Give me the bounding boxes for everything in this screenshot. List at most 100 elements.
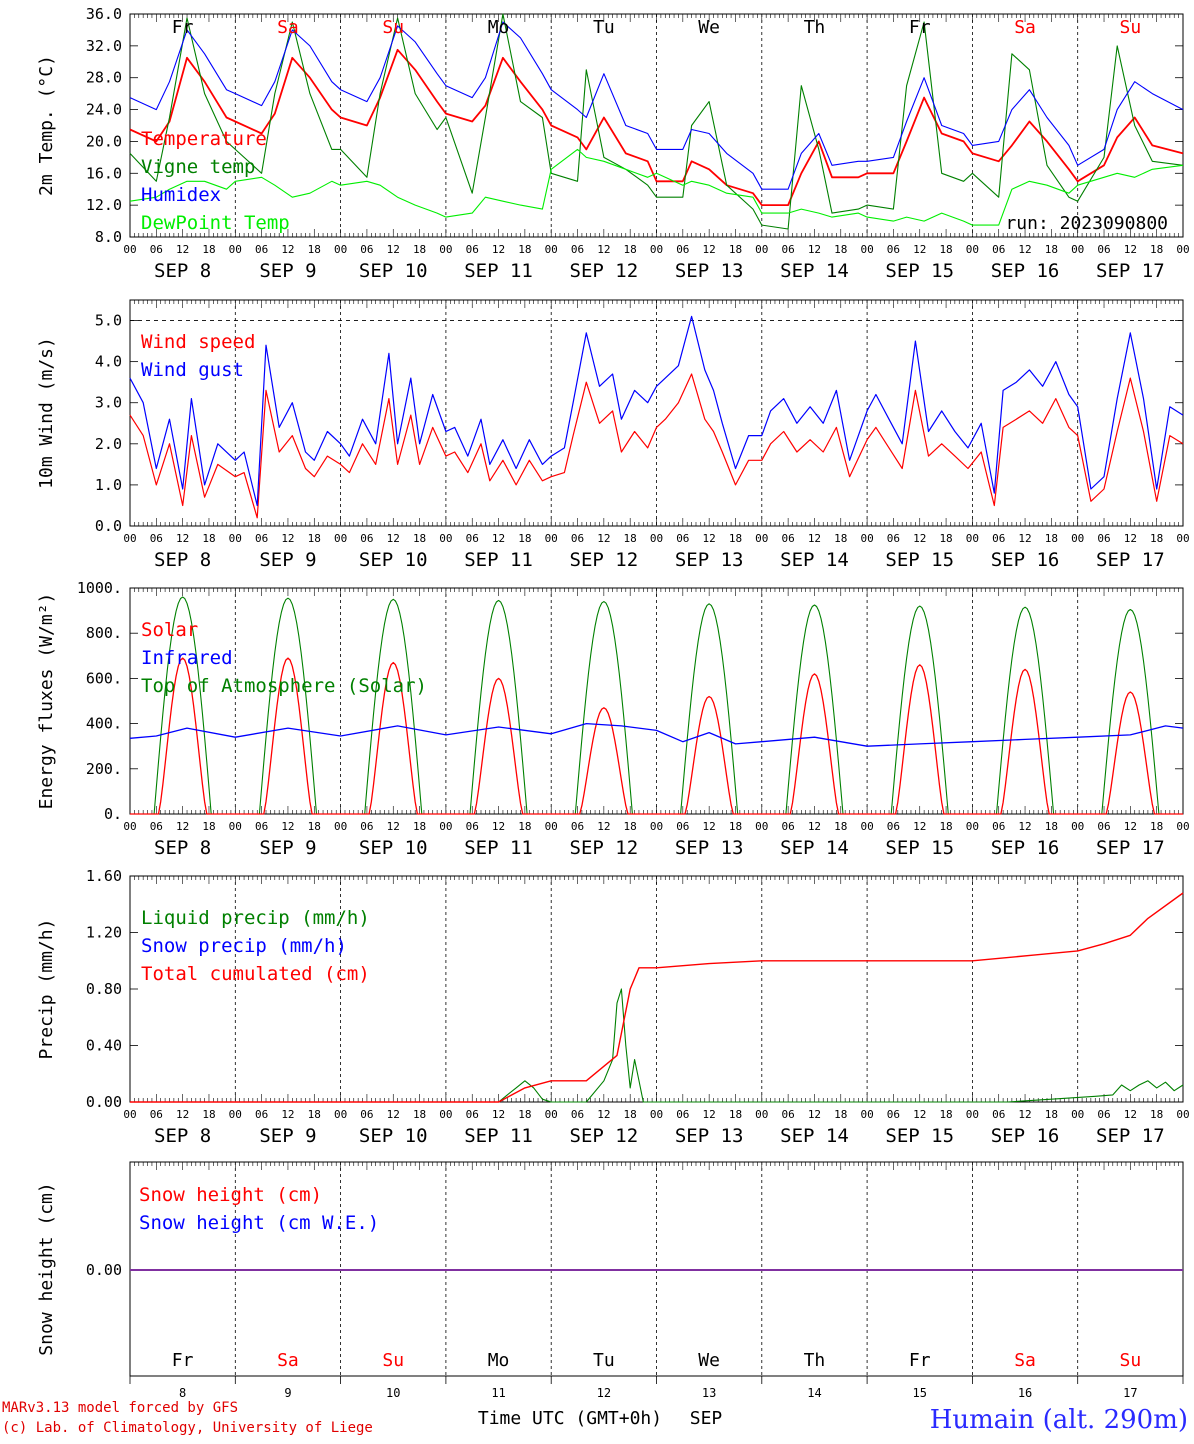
hour-tick-label: 12	[597, 243, 610, 256]
hour-tick-label: 12	[808, 532, 821, 545]
y-tick-label: 1.0	[95, 476, 122, 494]
hour-tick-label: 06	[360, 1108, 373, 1121]
hour-tick-label: 06	[676, 532, 689, 545]
hour-tick-label: 18	[308, 820, 321, 833]
day-number-label: 10	[386, 1386, 400, 1400]
legend-label: Vigne temp	[141, 156, 255, 178]
y-tick-label: 12.0	[86, 196, 122, 214]
hour-tick-label: 12	[492, 820, 505, 833]
hour-tick-label: 18	[1150, 243, 1163, 256]
hour-tick-label: 00	[860, 243, 873, 256]
day-of-week-label: We	[698, 1350, 720, 1371]
hour-tick-label: 06	[887, 243, 900, 256]
day-number-label: 14	[807, 1386, 821, 1400]
date-label: SEP 10	[359, 549, 428, 571]
series-line-wind-speed	[129, 373, 1184, 519]
y-tick-label: 600.	[86, 669, 122, 687]
hour-tick-label: 06	[255, 820, 268, 833]
hour-tick-label: 00	[439, 243, 452, 256]
date-label: SEP 8	[154, 1125, 211, 1147]
hour-tick-label: 00	[334, 1108, 347, 1121]
y-tick-label: 1.20	[86, 924, 122, 942]
hour-tick-label: 12	[387, 1108, 400, 1121]
date-label: SEP 8	[154, 260, 211, 282]
hour-tick-label: 00	[123, 820, 136, 833]
hour-tick-label: 18	[939, 1108, 952, 1121]
legend-label: Liquid precip (mm/h)	[141, 907, 370, 929]
y-tick-label: 400.	[86, 715, 122, 733]
legend-label: Wind speed	[141, 331, 255, 353]
x-axis-month: SEP	[690, 1408, 723, 1429]
y-axis-title: Precip (mm/h)	[36, 919, 57, 1060]
hour-tick-label: 12	[176, 532, 189, 545]
hour-tick-label: 06	[1097, 532, 1110, 545]
hour-tick-label: 00	[334, 243, 347, 256]
hour-tick-label: 00	[650, 820, 663, 833]
date-label: SEP 13	[675, 837, 744, 859]
hour-tick-label: 12	[387, 243, 400, 256]
hour-tick-label: 00	[1071, 532, 1084, 545]
hour-tick-label: 06	[150, 532, 163, 545]
day-number-label: 8	[179, 1386, 186, 1400]
hour-tick-label: 00	[123, 532, 136, 545]
hour-tick-label: 06	[466, 1108, 479, 1121]
date-label: SEP 15	[885, 260, 954, 282]
hour-tick-label: 18	[518, 243, 531, 256]
series-line-solar	[130, 657, 1183, 815]
hour-tick-label: 12	[281, 532, 294, 545]
hour-tick-label: 00	[439, 820, 452, 833]
hour-tick-label: 18	[729, 1108, 742, 1121]
hour-tick-label: 06	[360, 532, 373, 545]
hour-tick-label: 00	[755, 820, 768, 833]
y-tick-label: 20.0	[86, 132, 122, 150]
day-of-week-label: Th	[804, 1350, 826, 1371]
legend-label: Wind gust	[141, 359, 244, 381]
day-of-week-label: Fr	[909, 1350, 931, 1371]
hour-tick-label: 18	[729, 820, 742, 833]
series-line-dewpoint-temp	[129, 148, 1184, 226]
hour-tick-label: 18	[413, 243, 426, 256]
day-of-week-label: Mo	[488, 17, 510, 38]
hour-tick-label: 18	[308, 243, 321, 256]
hour-tick-label: 12	[387, 532, 400, 545]
hour-tick-label: 18	[834, 532, 847, 545]
hour-tick-label: 06	[255, 1108, 268, 1121]
legend-label: Snow precip (mm/h)	[141, 935, 347, 957]
day-number-label: 16	[1018, 1386, 1032, 1400]
hour-tick-label: 12	[1018, 532, 1031, 545]
day-number-label: 15	[913, 1386, 927, 1400]
hour-tick-label: 06	[1097, 1108, 1110, 1121]
hour-tick-label: 00	[229, 820, 242, 833]
hour-tick-label: 12	[703, 1108, 716, 1121]
hour-tick-label: 06	[992, 532, 1005, 545]
legend-label: Snow height (cm W.E.)	[139, 1212, 379, 1234]
date-label: SEP 12	[570, 1125, 639, 1147]
legend-label: Temperature	[141, 128, 267, 150]
hour-tick-label: 18	[834, 1108, 847, 1121]
hour-tick-label: 18	[624, 820, 637, 833]
hour-tick-label: 06	[1097, 820, 1110, 833]
hour-tick-label: 00	[755, 532, 768, 545]
y-tick-label: 0.00	[86, 1261, 122, 1279]
hour-tick-label: 18	[1150, 1108, 1163, 1121]
hour-tick-label: 00	[123, 1108, 136, 1121]
hour-tick-label: 18	[1045, 1108, 1058, 1121]
y-tick-label: 16.0	[86, 164, 122, 182]
hour-tick-label: 00	[966, 820, 979, 833]
legend-label: Solar	[141, 619, 198, 641]
hour-tick-label: 12	[808, 243, 821, 256]
hour-tick-label: 06	[887, 532, 900, 545]
hour-tick-label: 18	[308, 532, 321, 545]
hour-tick-label: 18	[834, 820, 847, 833]
hour-tick-label: 06	[571, 243, 584, 256]
hour-tick-label: 12	[492, 243, 505, 256]
date-label: SEP 9	[259, 549, 316, 571]
date-label: SEP 17	[1096, 837, 1165, 859]
footer-copyright: (c) Lab. of Climatology, University of L…	[2, 1420, 373, 1436]
day-of-week-label: Fr	[909, 17, 931, 38]
y-tick-label: 0.00	[86, 1093, 122, 1111]
hour-tick-label: 12	[387, 820, 400, 833]
day-number-label: 17	[1123, 1386, 1137, 1400]
hour-tick-label: 12	[913, 820, 926, 833]
hour-tick-label: 12	[703, 532, 716, 545]
